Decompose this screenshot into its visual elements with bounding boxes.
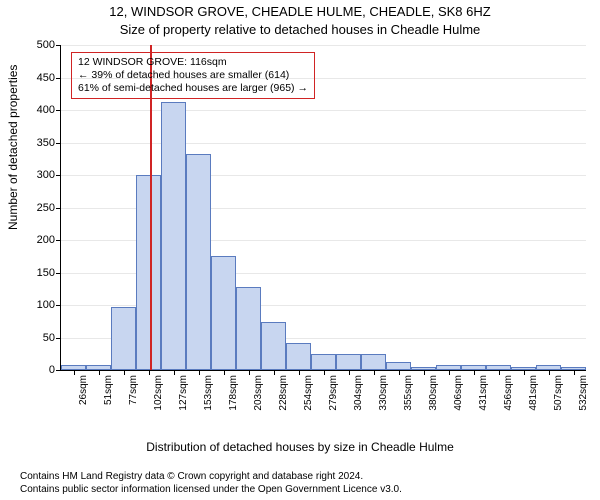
- histogram-bar: [261, 322, 286, 370]
- ytick-label: 500: [20, 39, 55, 51]
- xtick-label: 406sqm: [453, 375, 464, 411]
- histogram-bar: [361, 354, 386, 370]
- xtick-mark: [199, 370, 200, 375]
- ytick-label: 450: [20, 72, 55, 84]
- ytick-mark: [56, 338, 61, 339]
- histogram-bar: [161, 102, 186, 370]
- histogram-bar: [236, 287, 261, 370]
- xtick-mark: [574, 370, 575, 375]
- chart-title-line1: 12, WINDSOR GROVE, CHEADLE HULME, CHEADL…: [0, 4, 600, 19]
- xtick-mark: [99, 370, 100, 375]
- ytick-mark: [56, 208, 61, 209]
- histogram-bar: [311, 354, 336, 370]
- xtick-label: 431sqm: [478, 375, 489, 411]
- plot-area: 26sqm51sqm77sqm102sqm127sqm153sqm178sqm2…: [60, 45, 586, 371]
- xtick-label: 507sqm: [553, 375, 564, 411]
- xtick-mark: [449, 370, 450, 375]
- xtick-label: 532sqm: [578, 375, 589, 411]
- xtick-mark: [349, 370, 350, 375]
- license-line1: Contains HM Land Registry data © Crown c…: [20, 471, 402, 484]
- xtick-label: 254sqm: [303, 375, 314, 411]
- xtick-label: 228sqm: [278, 375, 289, 411]
- xtick-label: 355sqm: [403, 375, 414, 411]
- xtick-mark: [224, 370, 225, 375]
- ytick-label: 150: [20, 267, 55, 279]
- ytick-label: 250: [20, 202, 55, 214]
- chart-page: { "titles": { "line1": "12, WINDSOR GROV…: [0, 0, 600, 500]
- ytick-label: 400: [20, 104, 55, 116]
- xtick-mark: [374, 370, 375, 375]
- xtick-label: 330sqm: [378, 375, 389, 411]
- ytick-mark: [56, 78, 61, 79]
- ytick-mark: [56, 175, 61, 176]
- xtick-label: 380sqm: [428, 375, 439, 411]
- annotation-box: 12 WINDSOR GROVE: 116sqm← 39% of detache…: [71, 52, 315, 99]
- gridline: [61, 45, 586, 46]
- gridline: [61, 143, 586, 144]
- xtick-mark: [324, 370, 325, 375]
- ytick-mark: [56, 305, 61, 306]
- xtick-label: 51sqm: [103, 375, 114, 405]
- annotation-line: 61% of semi-detached houses are larger (…: [78, 82, 308, 95]
- xtick-mark: [274, 370, 275, 375]
- ytick-label: 50: [20, 332, 55, 344]
- ytick-mark: [56, 240, 61, 241]
- xtick-label: 102sqm: [153, 375, 164, 411]
- ytick-mark: [56, 273, 61, 274]
- xtick-label: 26sqm: [78, 375, 89, 405]
- xtick-label: 127sqm: [178, 375, 189, 411]
- chart-title-line2: Size of property relative to detached ho…: [0, 22, 600, 37]
- ytick-mark: [56, 370, 61, 371]
- ytick-label: 100: [20, 299, 55, 311]
- annotation-line: ← 39% of detached houses are smaller (61…: [78, 69, 308, 82]
- xtick-mark: [549, 370, 550, 375]
- xtick-label: 456sqm: [503, 375, 514, 411]
- ytick-label: 300: [20, 169, 55, 181]
- xtick-label: 178sqm: [228, 375, 239, 411]
- histogram-bar: [136, 175, 161, 370]
- ytick-mark: [56, 110, 61, 111]
- ytick-label: 200: [20, 234, 55, 246]
- xtick-mark: [74, 370, 75, 375]
- xtick-mark: [399, 370, 400, 375]
- xtick-mark: [249, 370, 250, 375]
- xtick-label: 481sqm: [528, 375, 539, 411]
- histogram-bar: [186, 154, 211, 370]
- license-text: Contains HM Land Registry data © Crown c…: [20, 471, 402, 496]
- license-line2: Contains public sector information licen…: [20, 484, 402, 497]
- xtick-label: 77sqm: [128, 375, 139, 405]
- histogram-bar: [336, 354, 361, 370]
- histogram-bar: [111, 307, 136, 370]
- gridline: [61, 110, 586, 111]
- histogram-bar: [386, 362, 411, 370]
- histogram-bar: [286, 343, 311, 370]
- ytick-mark: [56, 143, 61, 144]
- xtick-mark: [524, 370, 525, 375]
- xtick-label: 153sqm: [203, 375, 214, 411]
- xtick-label: 304sqm: [353, 375, 364, 411]
- xtick-label: 279sqm: [328, 375, 339, 411]
- y-axis-label: Number of detached properties: [6, 65, 20, 230]
- xtick-mark: [499, 370, 500, 375]
- xtick-mark: [474, 370, 475, 375]
- xtick-mark: [299, 370, 300, 375]
- x-axis-label: Distribution of detached houses by size …: [0, 440, 600, 454]
- ytick-mark: [56, 45, 61, 46]
- xtick-label: 203sqm: [253, 375, 264, 411]
- annotation-line: 12 WINDSOR GROVE: 116sqm: [78, 56, 308, 69]
- xtick-mark: [124, 370, 125, 375]
- ytick-label: 0: [20, 364, 55, 376]
- ytick-label: 350: [20, 137, 55, 149]
- xtick-mark: [424, 370, 425, 375]
- histogram-bar: [211, 256, 236, 370]
- xtick-mark: [149, 370, 150, 375]
- xtick-mark: [174, 370, 175, 375]
